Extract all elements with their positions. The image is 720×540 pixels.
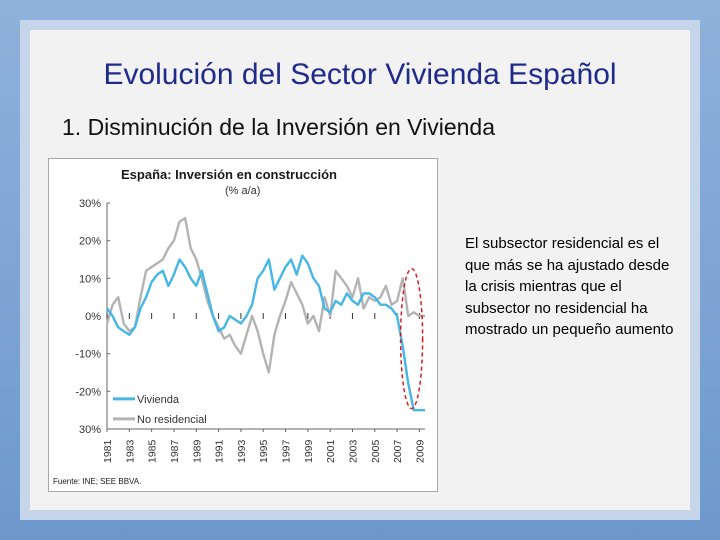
slide: Evolución del Sector Vivienda Español 1.… xyxy=(20,20,700,520)
legend-label-vivienda: Vivienda xyxy=(137,394,180,406)
series-no-residencial xyxy=(105,216,425,374)
x-tick-label: 2003 xyxy=(347,439,359,463)
x-tick-label: 1997 xyxy=(281,439,293,463)
x-tick-label: 1989 xyxy=(191,439,203,463)
y-tick-label: 30% xyxy=(79,424,101,436)
x-tick-label: 1987 xyxy=(169,439,181,463)
x-tick-label: 2009 xyxy=(414,439,426,463)
chart-source: Fuente: INE; SEE BBVA. xyxy=(53,477,142,486)
y-tick-label: -20% xyxy=(75,386,101,398)
highlight-ellipse xyxy=(399,267,424,410)
x-tick-label: 2007 xyxy=(392,439,404,463)
legend-label-no-residencial: No residencial xyxy=(137,414,207,426)
y-tick-label: 30% xyxy=(79,198,101,210)
slide-content: Evolución del Sector Vivienda Español 1.… xyxy=(30,30,690,510)
y-tick-label: 20% xyxy=(79,236,101,248)
x-tick-label: 1993 xyxy=(236,439,248,463)
x-tick-label: 1995 xyxy=(258,439,270,463)
chart-title: España: Inversión en construcción xyxy=(121,167,337,182)
x-tick-label: 1991 xyxy=(214,439,226,463)
y-tick-label: 0% xyxy=(85,311,101,323)
y-tick-label: -10% xyxy=(75,349,101,361)
line-chart: 30%20%10%0%-10%-20%30%1981 1983 1985 1987 19… xyxy=(75,198,426,463)
x-tick-label: 1985 xyxy=(147,439,159,463)
body-text: El subsector residencial es el que más s… xyxy=(465,235,674,338)
slide-title: Evolución del Sector Vivienda Español xyxy=(103,58,617,91)
x-tick-label: 1983 xyxy=(124,439,136,463)
slide-subtitle: 1. Disminución de la Inversión en Vivien… xyxy=(62,114,495,140)
chart-unit: (% a/a) xyxy=(225,185,261,197)
x-tick-label: 1981 xyxy=(102,439,114,463)
x-tick-label: 2005 xyxy=(370,439,382,463)
x-tick-label: 2001 xyxy=(325,439,337,463)
series-vivienda xyxy=(106,254,425,412)
chart-panel: 30% 20% 10% 0% -10% -20% 30% 1981 1983 1985 1987 19… xyxy=(48,158,438,492)
x-tick-label: 1999 xyxy=(303,439,315,463)
y-tick-label: 10% xyxy=(79,273,101,285)
